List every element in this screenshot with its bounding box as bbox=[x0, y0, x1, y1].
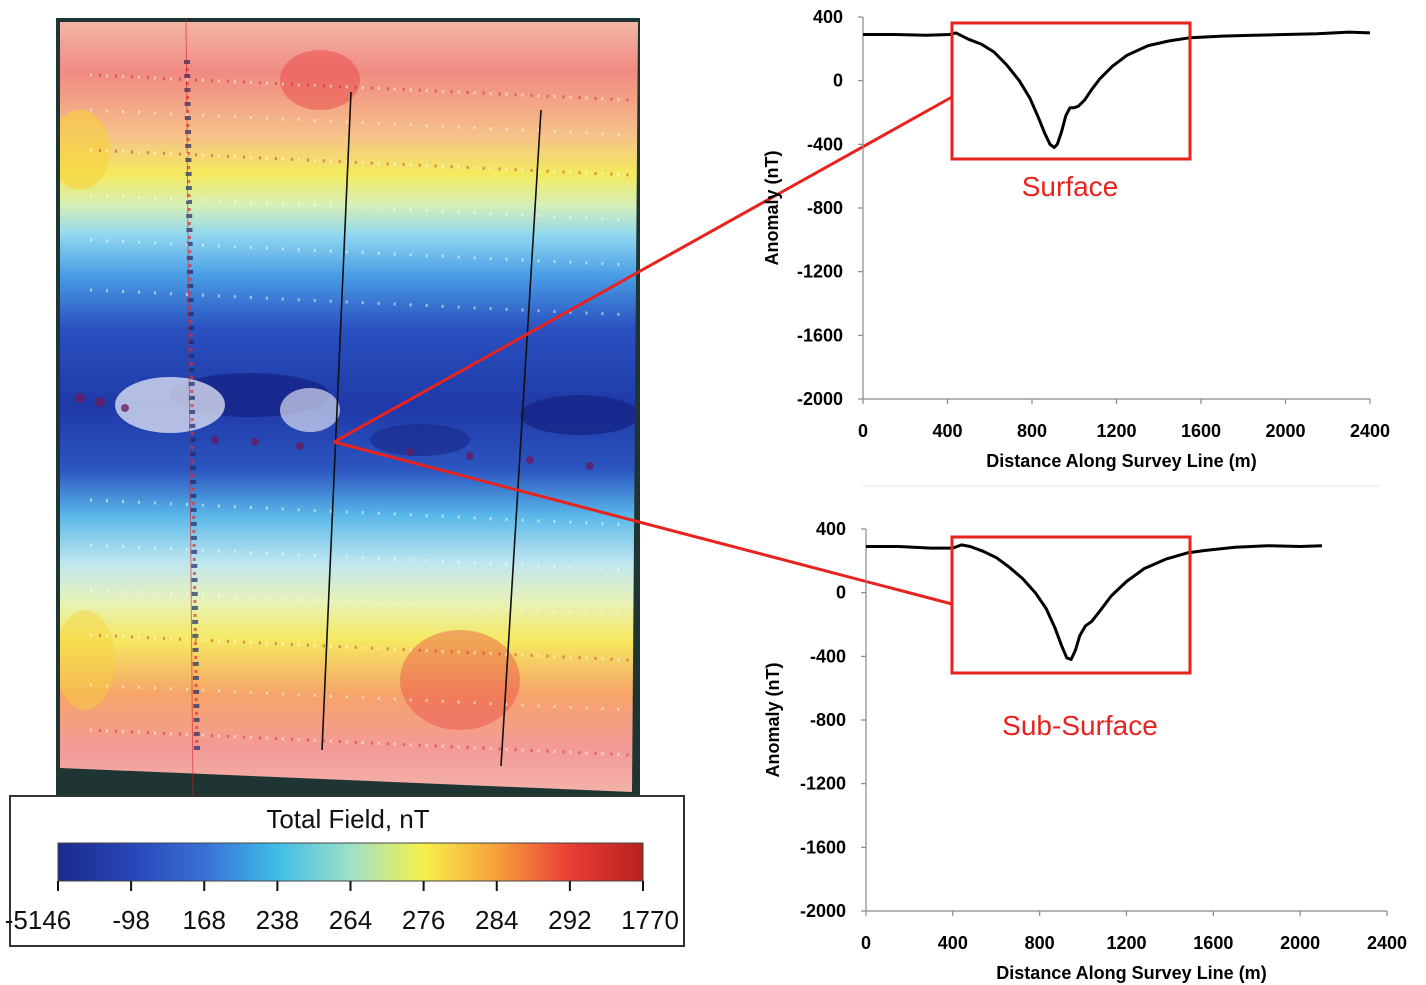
legend-tick-label: 284 bbox=[475, 905, 518, 935]
callout-connectors bbox=[333, 95, 953, 606]
y-tick-label: -1600 bbox=[797, 325, 843, 345]
legend-ticks: -5146 -98 168 238 264 276 284 292 1770 bbox=[5, 881, 679, 935]
y-tick-label: -800 bbox=[810, 710, 846, 730]
surface-profile-chart: 400 0 -400 -800 -1200 -1600 -2000 0 400 800 1200 16… bbox=[762, 7, 1390, 471]
x-tick-label: 800 bbox=[1025, 933, 1055, 953]
y-tick-label: 0 bbox=[836, 583, 846, 603]
magnetic-field-map bbox=[56, 17, 640, 797]
x-tick-label: 800 bbox=[1017, 421, 1047, 441]
y-tick-label: -1200 bbox=[797, 262, 843, 282]
legend-tick-label: 168 bbox=[183, 905, 226, 935]
legend-tick-label: -98 bbox=[112, 905, 150, 935]
anomaly-highlight-box bbox=[950, 535, 1192, 675]
subsurface-profile-chart: 400 0 -400 -800 -1200 -1600 -2000 0 400 800 1200 16… bbox=[763, 519, 1407, 983]
x-tick-label: 1200 bbox=[1096, 421, 1136, 441]
legend-tick-label: 276 bbox=[402, 905, 445, 935]
y-axis-title: Anomaly (nT) bbox=[762, 150, 782, 265]
x-axis-title: Distance Along Survey Line (m) bbox=[996, 963, 1266, 983]
legend-tick-label: 264 bbox=[329, 905, 372, 935]
x-tick-label: 2400 bbox=[1367, 933, 1407, 953]
legend-tick-label: 238 bbox=[256, 905, 299, 935]
annotation-label: Sub-Surface bbox=[1002, 710, 1158, 741]
anomaly-profile-line bbox=[866, 543, 1322, 661]
legend-tick-label: -5146 bbox=[5, 905, 72, 935]
callout-line-surface bbox=[333, 95, 953, 444]
x-tick-label: 1200 bbox=[1106, 933, 1146, 953]
legend-title: Total Field, nT bbox=[266, 804, 429, 834]
y-axis-title: Anomaly (nT) bbox=[763, 662, 783, 777]
map-vertical-tieline bbox=[184, 59, 200, 751]
anomaly-highlight-box bbox=[950, 21, 1192, 161]
map-reference-line bbox=[185, 17, 194, 797]
x-tick-label: 2000 bbox=[1280, 933, 1320, 953]
y-tick-label: -800 bbox=[807, 198, 843, 218]
x-tick-label: 2000 bbox=[1265, 421, 1305, 441]
x-tick-label: 0 bbox=[861, 933, 871, 953]
map-legend: Total Field, nT -5146 -98 168 238 264 276 284 2… bbox=[5, 795, 685, 947]
legend-colorbar bbox=[57, 842, 644, 882]
x-tick-label: 1600 bbox=[1181, 421, 1221, 441]
y-tick-label: -2000 bbox=[797, 389, 843, 409]
annotation-label: Surface bbox=[1022, 171, 1119, 202]
x-tick-label: 1600 bbox=[1193, 933, 1233, 953]
legend-tick-label: 292 bbox=[548, 905, 591, 935]
callout-line-subsurface bbox=[333, 440, 953, 606]
anomaly-profile-line bbox=[863, 30, 1371, 149]
y-tick-label: 400 bbox=[813, 7, 843, 27]
x-tick-label: 400 bbox=[932, 421, 962, 441]
x-tick-label: 400 bbox=[938, 933, 968, 953]
survey-line-1 bbox=[321, 91, 352, 751]
survey-line-2 bbox=[500, 109, 542, 767]
y-tick-label: 0 bbox=[833, 71, 843, 91]
y-tick-label: -2000 bbox=[800, 901, 846, 921]
x-axis-title: Distance Along Survey Line (m) bbox=[986, 451, 1256, 471]
y-tick-label: -400 bbox=[810, 646, 846, 666]
y-tick-label: -1200 bbox=[800, 774, 846, 794]
map-color-surface bbox=[60, 22, 638, 792]
y-tick-label: 400 bbox=[816, 519, 846, 539]
x-tick-label: 2400 bbox=[1350, 421, 1390, 441]
x-tick-label: 0 bbox=[858, 421, 868, 441]
y-tick-label: -1600 bbox=[800, 837, 846, 857]
legend-tick-label: 1770 bbox=[621, 905, 679, 935]
y-tick-label: -400 bbox=[807, 134, 843, 154]
